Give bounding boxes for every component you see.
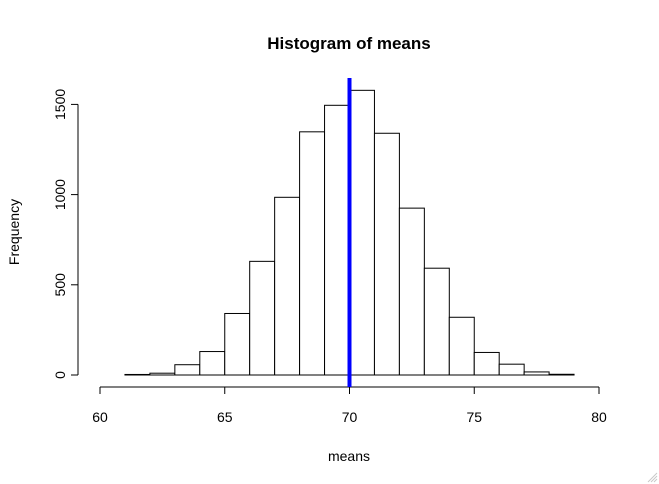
histogram-bar-76-77 [498,363,525,376]
histogram-bar-75-76 [473,351,500,376]
histogram-bar-67-68 [274,196,301,376]
histogram-bar-71-72 [373,132,400,376]
x-axis: 60 65 70 75 80 [92,386,607,425]
x-tick-label-70: 70 [342,409,358,425]
histogram-bar-78-79 [548,373,575,376]
histogram-bar-77-78 [523,371,550,376]
histogram-bar-74-75 [448,316,475,376]
histogram-bar-65-66 [224,312,251,376]
chart-title: Histogram of means [267,34,430,53]
resize-grip-icon[interactable] [646,471,658,483]
x-tick-label-60: 60 [92,409,108,425]
y-tick-label-500: 500 [52,273,68,297]
x-tick-label-65: 65 [217,409,233,425]
histogram-bar-61-62 [124,373,151,376]
x-tick-label-75: 75 [466,409,482,425]
bars-group [124,89,575,376]
y-axis-label: Frequency [6,199,22,265]
y-axis: 0 500 1000 1500 [52,89,79,379]
histogram-bar-73-74 [423,267,450,376]
y-tick-label-1000: 1000 [52,179,68,210]
histogram-bar-64-65 [199,351,226,376]
histogram-bar-72-73 [398,207,425,376]
y-tick-label-0: 0 [52,371,68,379]
histogram-bar-62-63 [149,372,176,376]
y-tick-label-1500: 1500 [52,89,68,120]
histogram-bar-69-70 [324,104,350,376]
x-axis-label: means [328,448,370,464]
histogram-bar-63-64 [174,364,201,376]
histogram-bar-70-71 [349,89,375,376]
x-tick-label-80: 80 [591,409,607,425]
histogram-bar-68-69 [299,131,326,376]
histogram-bar-66-67 [249,260,276,376]
